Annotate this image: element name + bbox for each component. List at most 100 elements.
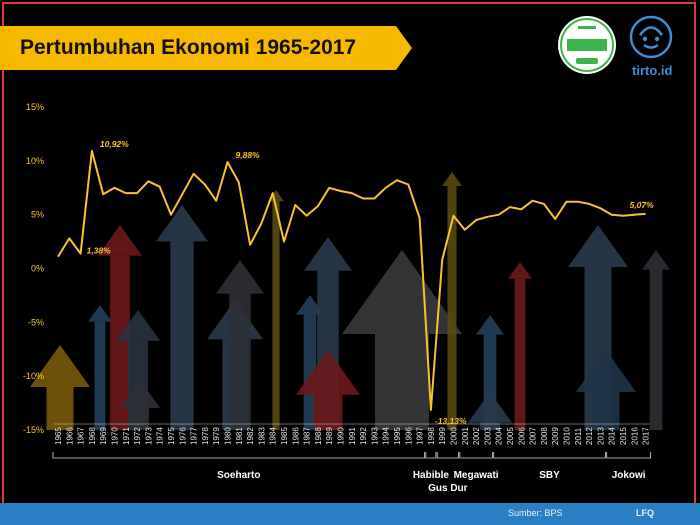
x-tick-label: 1978 (201, 427, 210, 445)
x-tick-label: 1968 (88, 427, 97, 445)
title-banner: Pertumbuhan Ekonomi 1965-2017 (0, 26, 412, 70)
x-tick-label: 1981 (235, 427, 244, 445)
y-tick-label: 5% (31, 210, 44, 220)
x-tick-label: 2017 (642, 427, 651, 445)
x-tick-label: 1986 (291, 427, 300, 445)
data-label: 5,07% (630, 200, 655, 210)
x-tick-label: 1967 (77, 427, 86, 445)
x-tick-label: 1992 (359, 427, 368, 445)
data-label: 10,92% (100, 139, 129, 149)
arrow-head (156, 205, 208, 242)
arrow-shaft (46, 387, 74, 430)
arrow-head (508, 262, 532, 279)
x-tick-label: 1965 (54, 427, 63, 445)
x-tick-label: 1974 (156, 427, 165, 445)
arrow-head (304, 237, 352, 271)
x-tick-label: 1973 (144, 427, 153, 445)
arrow-head (120, 380, 160, 408)
x-tick-label: 1970 (111, 427, 120, 445)
x-tick-label: 1991 (348, 427, 357, 445)
x-tick-label: 1980 (224, 427, 233, 445)
x-tick-label: 1972 (133, 427, 142, 445)
x-tick-label: 1999 (438, 427, 447, 445)
era-label: Habible (413, 470, 450, 481)
x-tick-label: 1985 (280, 427, 289, 445)
x-tick-label: 2014 (608, 427, 617, 445)
x-tick-label: 2015 (619, 427, 628, 445)
x-tick-label: 1988 (314, 427, 323, 445)
y-tick-label: 10% (26, 156, 44, 166)
era-label: Soeharto (217, 470, 260, 481)
arrow-head (296, 350, 360, 395)
arrow-head (116, 310, 160, 341)
x-tick-label: 2004 (495, 427, 504, 445)
arrow-head (296, 295, 324, 315)
arrow-head (88, 305, 112, 322)
x-tick-label: 1976 (178, 427, 187, 445)
decorative-arrows (30, 172, 670, 430)
x-tick-label: 1977 (190, 427, 199, 445)
presidential-eras: Soeharto Habible Gus Dur Megawati SBY Jokowi (52, 452, 651, 494)
x-tick-label: 1966 (65, 427, 74, 445)
arrow-head (268, 190, 284, 202)
arrow-head (642, 250, 670, 270)
y-tick-label: 15% (26, 102, 44, 112)
logo-text: tirto.id (632, 63, 673, 78)
x-tick-label: 2006 (517, 427, 526, 445)
arrow-head (468, 392, 512, 423)
arrow-head (568, 225, 628, 267)
arrow-shaft (592, 392, 620, 430)
arrow-shaft (170, 241, 194, 430)
arrow-shaft (313, 394, 343, 430)
arrow-shaft (131, 408, 149, 430)
y-tick-label: -5% (28, 317, 44, 327)
x-tick-label: 1987 (303, 427, 312, 445)
x-tick-label: 2007 (529, 427, 538, 445)
footer-bar: Sumber: BPS LFQ (0, 503, 700, 525)
x-tick-label: 2008 (540, 427, 549, 445)
data-label: -13,13% (435, 416, 467, 426)
arrow-head (476, 315, 504, 335)
x-tick-label: 1982 (246, 427, 255, 445)
era-bracket (52, 452, 425, 459)
x-tick-label: 1996 (404, 427, 413, 445)
arrow-head (30, 345, 90, 387)
x-tick-label: 1969 (99, 427, 108, 445)
data-label: 9,88% (236, 150, 261, 160)
y-tick-label: 0% (31, 264, 44, 274)
growth-line (57, 149, 646, 411)
arrow-head (216, 260, 264, 294)
tirto-mascot-logo-icon (629, 15, 673, 59)
x-tick-label: 2002 (472, 427, 481, 445)
x-axis-ticks: 1965 1966 1967 1968 1969 1970 1971 1972 1973 1974… (54, 423, 651, 445)
x-tick-label: 2013 (596, 427, 605, 445)
x-tick-label: 2005 (506, 427, 515, 445)
page-title: Pertumbuhan Ekonomi 1965-2017 (20, 36, 357, 59)
x-tick-label: 1975 (167, 427, 176, 445)
x-tick-label: 2000 (450, 427, 459, 445)
x-tick-label: 1983 (257, 427, 266, 445)
arrow-shaft (272, 201, 280, 430)
era-bracket (459, 452, 493, 459)
x-tick-label: 1979 (212, 427, 221, 445)
arrow-shaft (514, 278, 526, 430)
x-tick-label: 2016 (630, 427, 639, 445)
arrow-shaft (649, 269, 663, 430)
x-tick-label: 2009 (551, 427, 560, 445)
arrow-shaft (375, 334, 429, 430)
era-label: Megawati (454, 470, 499, 481)
source-label: Sumber: BPS (508, 508, 563, 518)
era-bracket (606, 452, 651, 459)
x-tick-label: 1994 (382, 427, 391, 445)
x-tick-label: 1995 (393, 427, 402, 445)
arrow-head (576, 350, 636, 392)
arrow-head (98, 225, 142, 256)
x-tick-label: 1971 (122, 427, 131, 445)
series-lines (57, 149, 646, 411)
arrow-head (342, 250, 462, 334)
arrow-shaft (447, 186, 457, 430)
era-bracket (425, 452, 437, 459)
era-bracket (436, 452, 459, 459)
